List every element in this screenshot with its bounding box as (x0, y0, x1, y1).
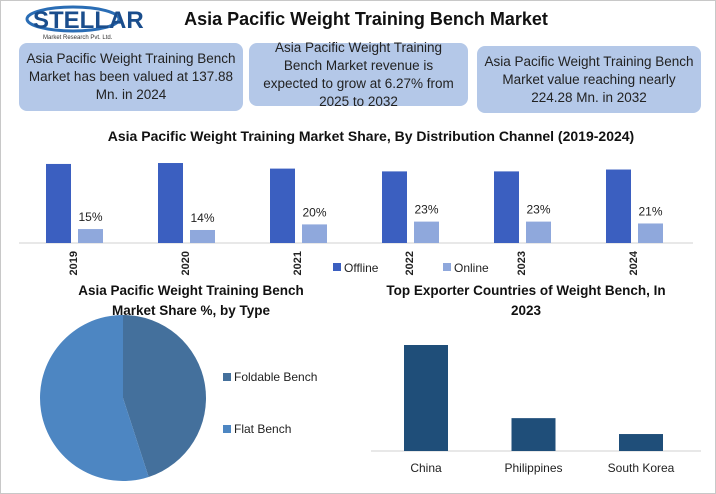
data-label: 14% (190, 211, 214, 225)
data-label: 23% (414, 203, 438, 217)
data-label: 21% (638, 204, 662, 218)
x-tick-label: 2024 (628, 250, 640, 275)
logo-subtitle: Market Research Pvt. Ltd. (43, 35, 113, 41)
logo-swoosh (25, 5, 121, 33)
bar (270, 168, 295, 243)
bar (158, 163, 183, 243)
info-box: Asia Pacific Weight Training Bench Marke… (19, 43, 243, 111)
data-label: 20% (302, 205, 326, 219)
pie-slice (39, 314, 149, 481)
legend-label: Foldable Bench (234, 370, 317, 384)
bar (46, 163, 71, 243)
x-tick-label: 2020 (180, 251, 192, 275)
legend-label: Online (454, 261, 489, 275)
data-label: 15% (78, 210, 102, 224)
chart-title: Top Exporter Countries of Weight Bench, … (386, 283, 666, 318)
bar (494, 171, 519, 243)
x-tick-label: 2019 (68, 251, 80, 275)
data-label: 23% (526, 203, 550, 217)
chart-title: Asia Pacific Weight Training Market Shar… (107, 128, 635, 144)
x-tick-label: 2023 (516, 251, 528, 275)
info-box: Asia Pacific Weight Training Bench Marke… (477, 46, 701, 113)
legend-swatch (443, 263, 451, 271)
x-tick-label: South Korea (608, 461, 675, 475)
logo: STELLAR (33, 7, 144, 34)
legend-swatch (333, 263, 341, 271)
bar (382, 171, 407, 243)
bar (414, 221, 439, 243)
bar (526, 221, 551, 243)
info-box: Asia Pacific Weight Training Bench Marke… (249, 40, 468, 109)
page-title: Asia Pacific Weight Training Bench Marke… (184, 9, 548, 29)
bar (511, 418, 556, 451)
legend-label: Flat Bench (234, 422, 291, 436)
bar (619, 434, 663, 451)
x-tick-label: 2021 (292, 251, 304, 275)
legend-swatch (223, 425, 231, 433)
legend-swatch (223, 373, 231, 381)
bar (606, 169, 631, 243)
bar (78, 229, 103, 243)
chart-title: Asia Pacific Weight Training Bench Marke… (78, 283, 304, 318)
bar (190, 229, 215, 243)
x-tick-label: China (410, 461, 442, 475)
x-tick-label: 2022 (404, 251, 416, 275)
pie-slice (123, 315, 206, 477)
x-tick-label: Philippines (504, 461, 562, 475)
legend-label: Offline (344, 261, 379, 275)
bar (638, 223, 663, 243)
bar (404, 345, 448, 451)
bar (302, 224, 327, 243)
